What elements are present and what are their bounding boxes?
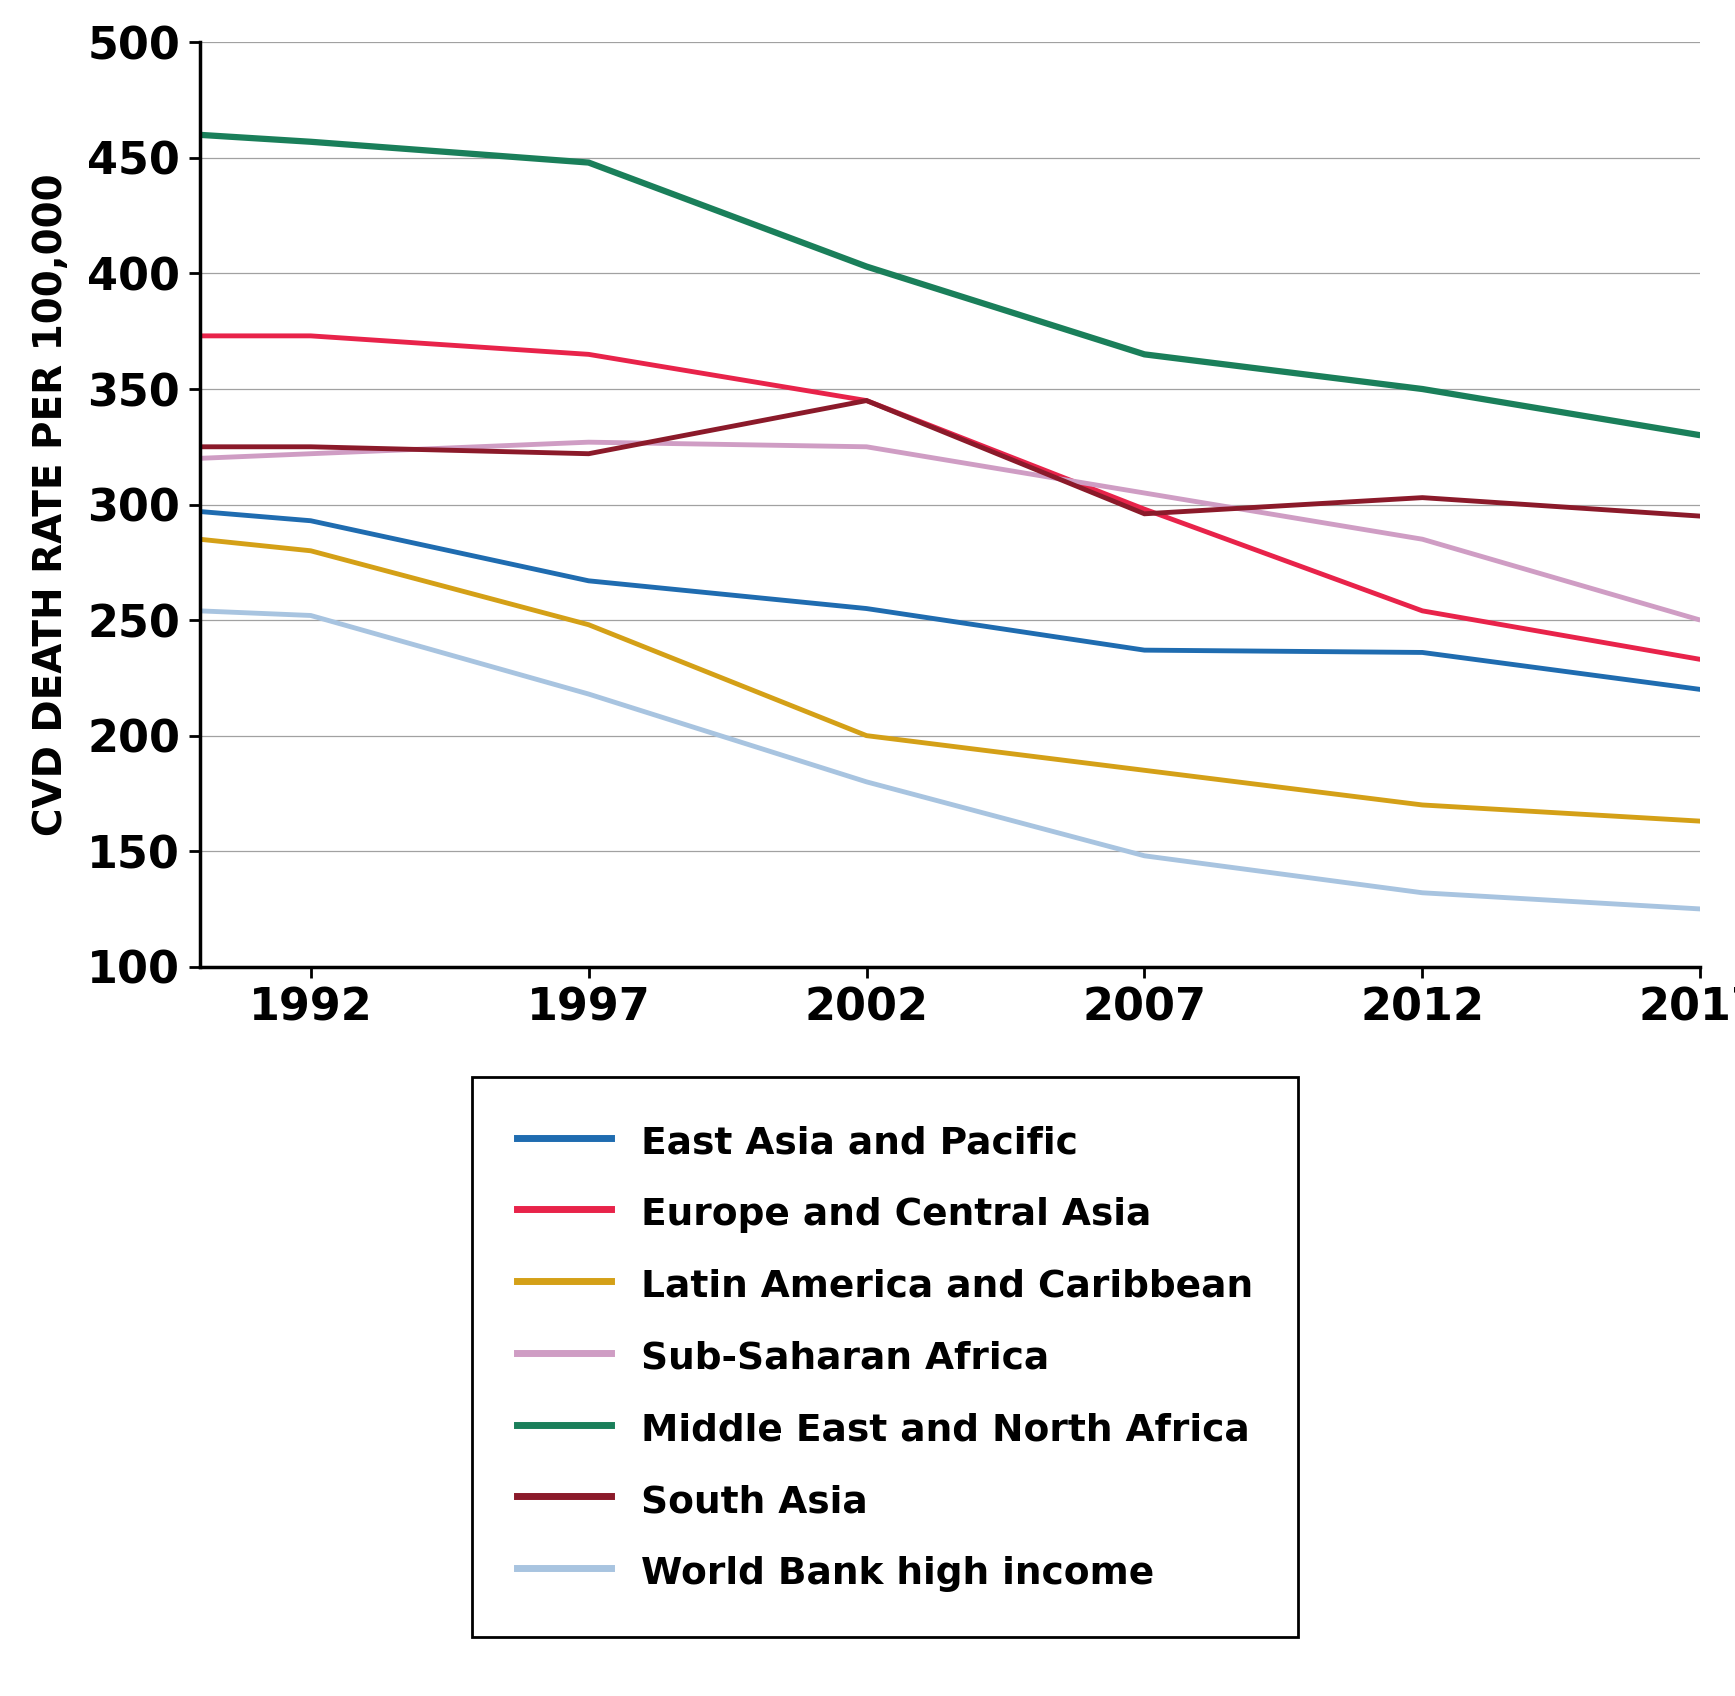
Middle East and North Africa — [578, 153, 599, 173]
Latin America and Caribbean — [300, 541, 321, 561]
South Asia — [1135, 504, 1156, 524]
Middle East and North Africa — [300, 132, 321, 153]
Sub-Saharan Africa — [1690, 611, 1711, 631]
Sub-Saharan Africa — [855, 436, 876, 456]
East Asia and Pacific — [300, 510, 321, 531]
Sub-Saharan Africa — [578, 432, 599, 453]
Line: Latin America and Caribbean: Latin America and Caribbean — [200, 539, 1700, 821]
Sub-Saharan Africa — [1412, 529, 1433, 550]
Sub-Saharan Africa — [189, 448, 210, 468]
South Asia — [300, 436, 321, 456]
East Asia and Pacific — [189, 502, 210, 522]
Line: World Bank high income: World Bank high income — [200, 611, 1700, 909]
Middle East and North Africa — [1690, 426, 1711, 446]
Line: East Asia and Pacific: East Asia and Pacific — [200, 512, 1700, 689]
World Bank high income — [189, 600, 210, 621]
South Asia — [1412, 487, 1433, 507]
East Asia and Pacific — [578, 570, 599, 590]
Y-axis label: CVD DEATH RATE PER 100,000: CVD DEATH RATE PER 100,000 — [33, 173, 71, 836]
South Asia — [189, 436, 210, 456]
South Asia — [1690, 505, 1711, 526]
Sub-Saharan Africa — [300, 444, 321, 465]
East Asia and Pacific — [1135, 639, 1156, 660]
World Bank high income — [855, 772, 876, 792]
Europe and Central Asia — [300, 326, 321, 346]
Latin America and Caribbean — [189, 529, 210, 550]
World Bank high income — [1412, 882, 1433, 902]
Latin America and Caribbean — [1135, 760, 1156, 780]
East Asia and Pacific — [855, 599, 876, 619]
Middle East and North Africa — [189, 126, 210, 146]
World Bank high income — [1690, 899, 1711, 919]
Latin America and Caribbean — [855, 726, 876, 746]
Europe and Central Asia — [855, 390, 876, 410]
Line: South Asia: South Asia — [200, 400, 1700, 516]
Europe and Central Asia — [578, 344, 599, 365]
Line: Sub-Saharan Africa: Sub-Saharan Africa — [200, 443, 1700, 621]
Middle East and North Africa — [855, 256, 876, 276]
World Bank high income — [300, 605, 321, 626]
Europe and Central Asia — [1135, 499, 1156, 519]
Middle East and North Africa — [1135, 344, 1156, 365]
East Asia and Pacific — [1690, 678, 1711, 699]
South Asia — [855, 390, 876, 410]
Line: Middle East and North Africa: Middle East and North Africa — [200, 136, 1700, 436]
Latin America and Caribbean — [1690, 811, 1711, 831]
Europe and Central Asia — [1412, 600, 1433, 621]
Europe and Central Asia — [1690, 650, 1711, 670]
Latin America and Caribbean — [578, 614, 599, 634]
World Bank high income — [578, 683, 599, 704]
Sub-Saharan Africa — [1135, 483, 1156, 504]
Europe and Central Asia — [189, 326, 210, 346]
East Asia and Pacific — [1412, 643, 1433, 663]
Legend: East Asia and Pacific, Europe and Central Asia, Latin America and Caribbean, Sub: East Asia and Pacific, Europe and Centra… — [472, 1077, 1298, 1637]
Line: Europe and Central Asia: Europe and Central Asia — [200, 336, 1700, 660]
World Bank high income — [1135, 846, 1156, 867]
Middle East and North Africa — [1412, 378, 1433, 399]
Latin America and Caribbean — [1412, 795, 1433, 816]
South Asia — [578, 444, 599, 465]
